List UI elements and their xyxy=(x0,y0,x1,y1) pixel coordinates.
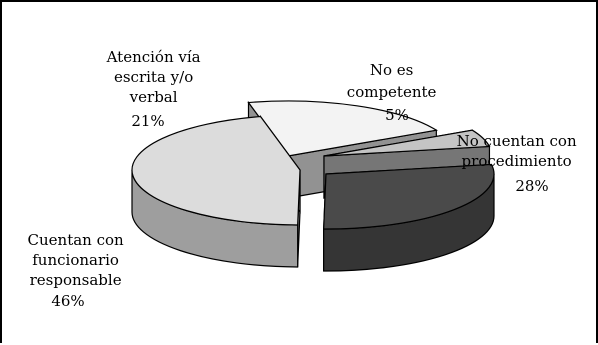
slice-label-atencion: Atención vía escrita y/o verbal 21% xyxy=(106,48,206,130)
slice-competente xyxy=(323,129,491,157)
slice-funcionario xyxy=(131,115,301,226)
slice-value-competente: 5% xyxy=(385,106,409,124)
slice-value-procedimiento: 28% xyxy=(515,177,548,195)
slice-atencion xyxy=(247,100,438,157)
slice-label-competente: No es competente 5% xyxy=(347,61,441,124)
slice-label-procedimiento: No cuentan con procedimiento 28% xyxy=(457,132,582,195)
slice-procedimiento xyxy=(323,163,495,230)
slice-label-funcionario: Cuentan con funcionario responsable 46% xyxy=(28,231,129,310)
slice-value-funcionario: 46% xyxy=(51,292,84,310)
pie-labels: No cuentan con procedimiento 28% Cuentan… xyxy=(28,48,582,310)
slice-value-atencion: 21% xyxy=(131,112,164,130)
pie-slices xyxy=(131,100,495,272)
